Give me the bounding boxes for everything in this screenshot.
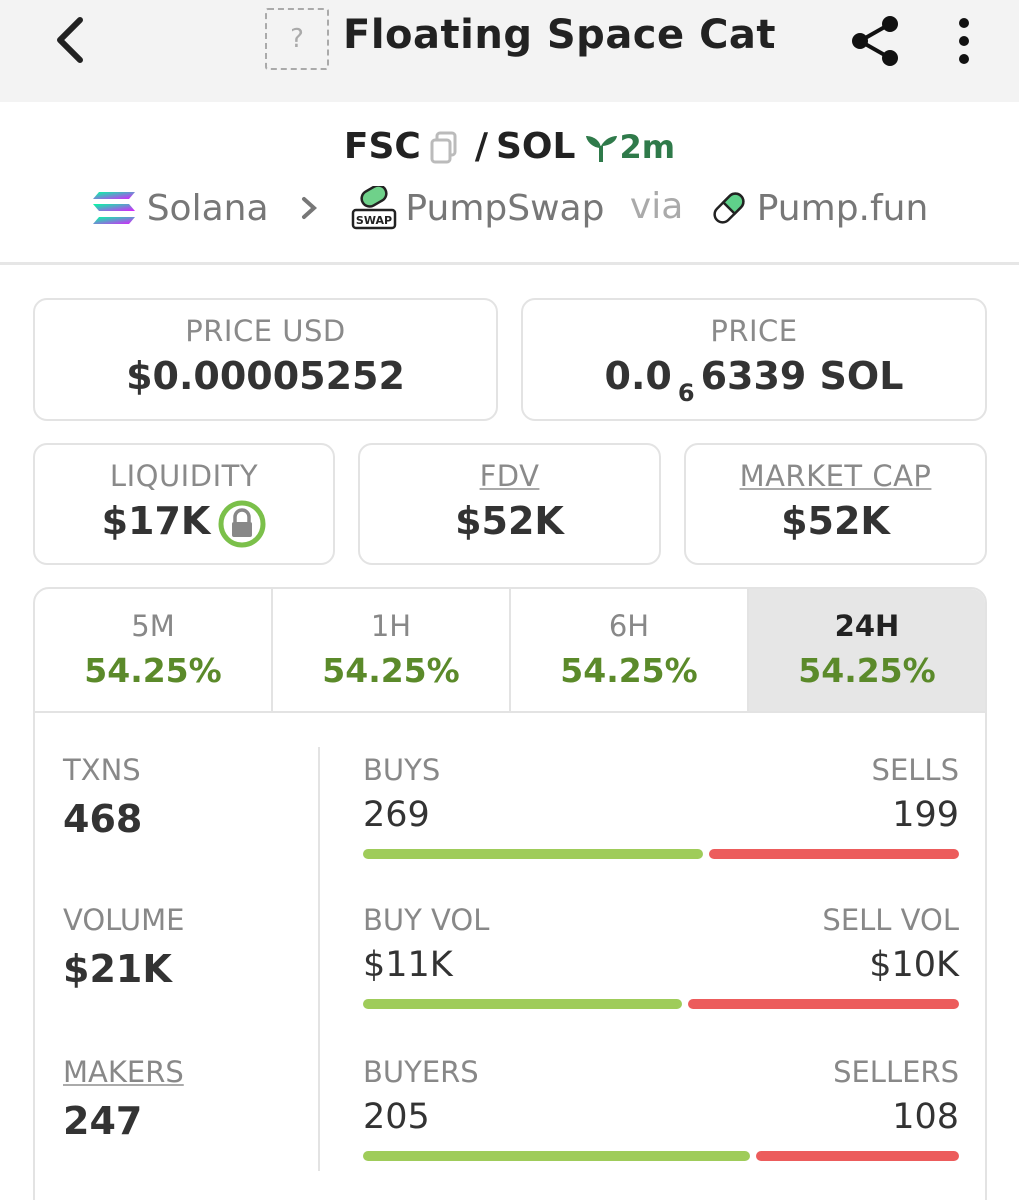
txns-value: 468	[63, 797, 143, 841]
sell-bar	[708, 849, 959, 859]
makers-bar	[363, 1151, 959, 1161]
pumpswap-icon: SWAP	[351, 184, 397, 230]
tab-label: 24H	[834, 609, 900, 643]
section-divider	[0, 262, 1019, 265]
fdv-value: $52K	[455, 499, 564, 543]
buys-label: BUYS	[363, 753, 441, 787]
back-arrow-icon[interactable]	[46, 14, 96, 68]
price-zero-count: 6	[677, 379, 695, 407]
buy-vol-label: BUY VOL	[363, 903, 490, 937]
more-options-icon[interactable]	[946, 14, 982, 68]
price-native-card: PRICE 0.0 6 6339 SOL	[521, 298, 987, 421]
price-prefix: 0.0	[604, 354, 672, 398]
chain-link[interactable]: Solana	[91, 188, 269, 229]
sell-vol-label: SELL VOL	[822, 903, 959, 937]
buy-bar	[363, 849, 703, 859]
launchpad-name: Pump.fun	[756, 187, 929, 229]
sprout-icon	[583, 132, 619, 164]
buy-bar	[363, 999, 682, 1009]
solana-icon	[91, 190, 137, 226]
share-icon[interactable]	[848, 14, 904, 68]
market-cap-label[interactable]: MARKET CAP	[739, 459, 932, 493]
sells-value: 199	[892, 795, 959, 835]
buy-vol-value: $11K	[363, 945, 453, 985]
route-breadcrumb: Solana SWAP PumpSwap via Pump.fun	[0, 184, 1019, 230]
tab-change: 54.25%	[560, 651, 698, 690]
tab-6h[interactable]: 6H 54.25%	[511, 589, 749, 711]
buy-bar	[363, 1151, 751, 1161]
quote-symbol: SOL	[496, 126, 576, 167]
liquidity-value: $17K	[101, 499, 211, 543]
txns-label: TXNS	[63, 753, 141, 787]
token-image-placeholder: ?	[265, 8, 329, 70]
fdv-label[interactable]: FDV	[479, 459, 540, 493]
sell-vol-value: $10K	[869, 945, 959, 985]
sell-bar	[687, 999, 959, 1009]
timeframe-panel: 5M 54.25% 1H 54.25% 6H 54.25% 24H 54.25%…	[33, 587, 987, 1200]
launchpad-link[interactable]: Pump.fun	[709, 187, 929, 229]
price-rest: 6339 SOL	[700, 354, 904, 398]
buyers-value: 205	[363, 1097, 430, 1137]
price-usd-card: PRICE USD $0.00005252	[33, 298, 498, 421]
page-title: Floating Space Cat	[343, 12, 777, 58]
copy-icon[interactable]	[429, 131, 459, 165]
pair-separator: /	[474, 126, 488, 167]
makers-metric: MAKERS 247	[63, 1055, 184, 1143]
makers-label[interactable]: MAKERS	[63, 1055, 184, 1089]
buyers-label: BUYERS	[363, 1055, 479, 1089]
buys-value: 269	[363, 795, 430, 835]
tab-change: 54.25%	[84, 651, 222, 690]
volume-label: VOLUME	[63, 903, 185, 937]
dex-name: PumpSwap	[405, 187, 605, 229]
volume-split: BUY VOL SELL VOL $11K $10K	[363, 903, 959, 1009]
market-cap-value: $52K	[781, 499, 890, 543]
sellers-value: 108	[892, 1097, 959, 1137]
base-symbol: FSC	[343, 126, 421, 167]
via-text: via	[629, 186, 684, 227]
tab-24h[interactable]: 24H 54.25%	[749, 589, 985, 711]
tab-1h[interactable]: 1H 54.25%	[273, 589, 511, 711]
makers-value: 247	[63, 1099, 143, 1143]
lock-icon[interactable]	[218, 500, 266, 548]
tab-label: 5M	[131, 609, 175, 643]
tab-label: 1H	[370, 609, 412, 643]
dex-link[interactable]: SWAP PumpSwap	[351, 184, 605, 230]
timeframe-tabs: 5M 54.25% 1H 54.25% 6H 54.25% 24H 54.25%	[35, 589, 985, 713]
price-usd-label: PRICE USD	[185, 314, 346, 348]
sell-bar	[756, 1151, 959, 1161]
price-usd-value: $0.00005252	[126, 354, 405, 398]
tab-label: 6H	[608, 609, 650, 643]
fdv-card[interactable]: FDV $52K	[358, 443, 661, 565]
liquidity-label: LIQUIDITY	[109, 459, 259, 493]
chain-name: Solana	[146, 187, 269, 229]
pill-icon	[709, 188, 749, 228]
column-divider	[318, 747, 320, 1171]
pair-symbols: FSC / SOL 2m	[0, 126, 1019, 167]
price-native-value: 0.0 6 6339 SOL	[523, 354, 985, 407]
sellers-label: SELLERS	[833, 1055, 959, 1089]
txns-metric: TXNS 468	[63, 753, 142, 841]
volume-bar	[363, 999, 959, 1009]
price-native-label: PRICE	[710, 314, 798, 348]
liquidity-value-row: $17K	[35, 499, 333, 548]
tab-5m[interactable]: 5M 54.25%	[35, 589, 273, 711]
liquidity-card[interactable]: LIQUIDITY $17K	[33, 443, 335, 565]
chevron-right-icon	[300, 186, 329, 227]
tab-change: 54.25%	[798, 651, 936, 690]
dex-badge-text: SWAP	[356, 214, 392, 227]
volume-value: $21K	[63, 947, 172, 991]
sells-label: SELLS	[871, 753, 959, 787]
market-cap-card[interactable]: MARKET CAP $52K	[684, 443, 987, 565]
pair-age: 2m	[619, 128, 676, 166]
makers-split: BUYERS SELLERS 205 108	[363, 1055, 959, 1161]
buys-sells-split: BUYS SELLS 269 199	[363, 753, 959, 859]
buys-sells-bar	[363, 849, 959, 859]
volume-metric: VOLUME $21K	[63, 903, 184, 991]
tab-change: 54.25%	[322, 651, 460, 690]
top-bar: ? Floating Space Cat	[0, 0, 1019, 102]
